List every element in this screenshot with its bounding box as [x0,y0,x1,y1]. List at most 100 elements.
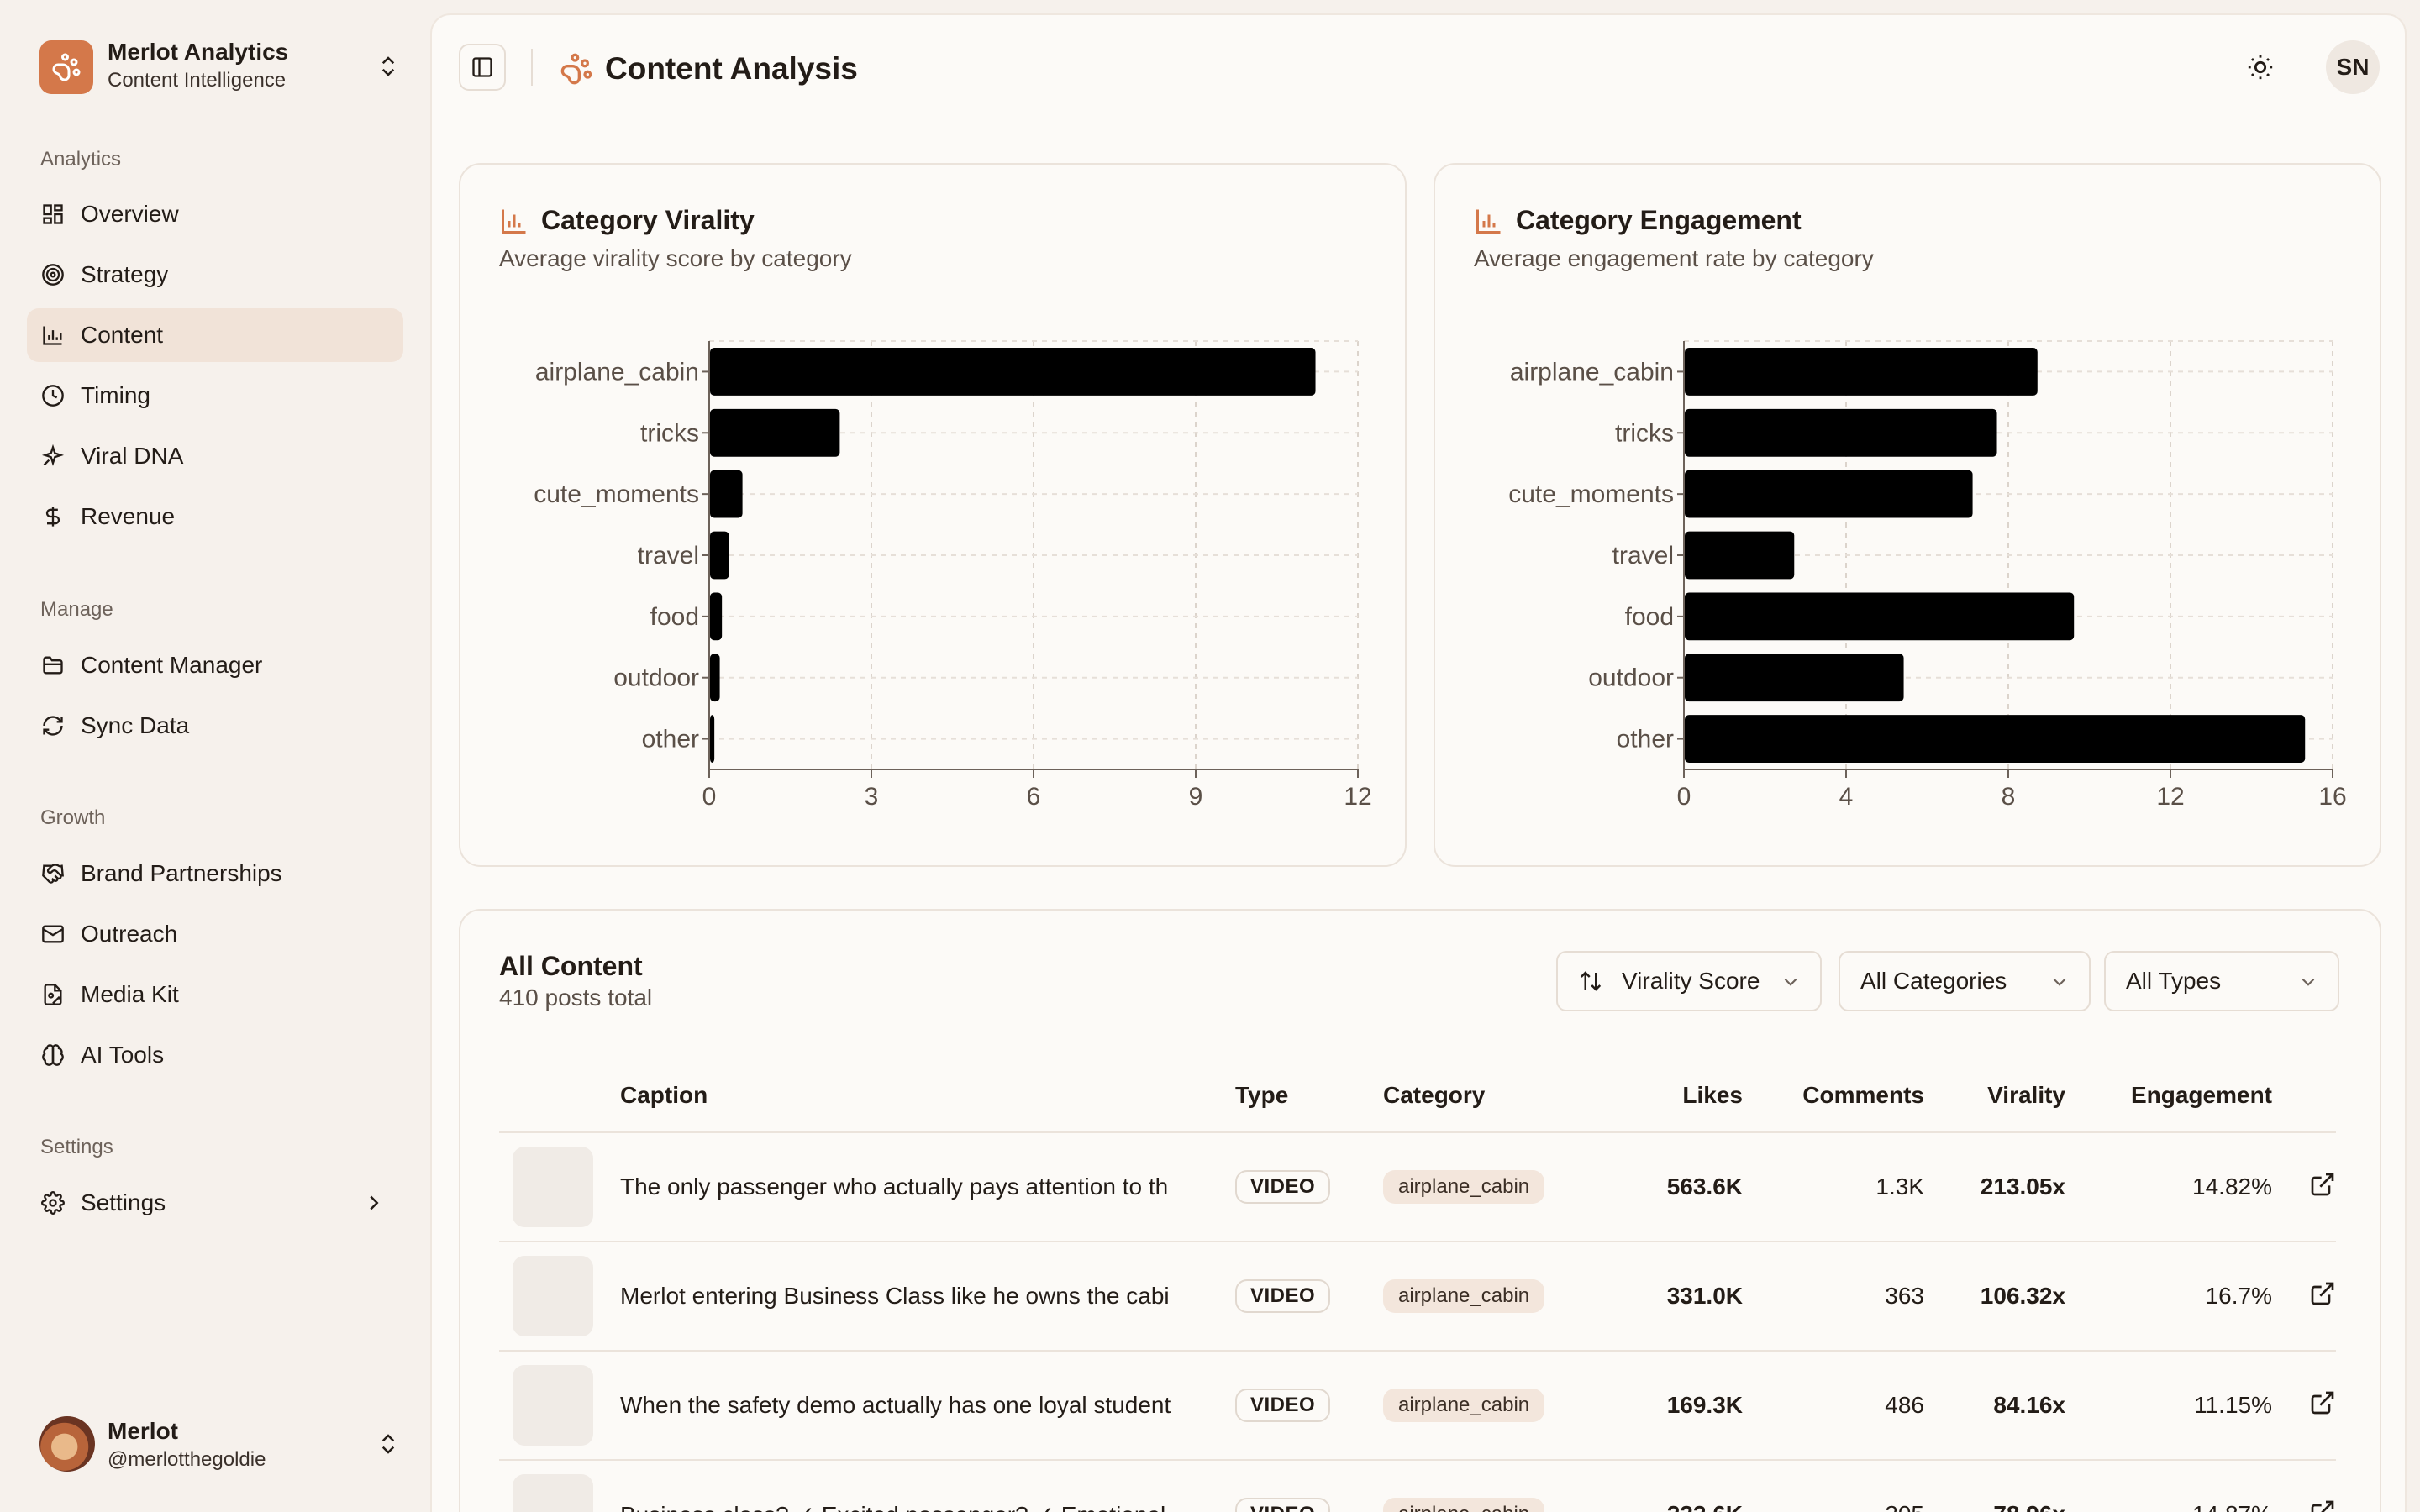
x-tick-label: 6 [1027,783,1041,811]
user-avatar-button[interactable]: SN [2326,40,2380,94]
virality-cell: 84.16x [1924,1351,2065,1461]
table-row[interactable]: When the safety demo actually has one lo… [499,1351,2336,1461]
post-thumbnail[interactable] [513,1365,593,1446]
column-header-comments[interactable]: Comments [1743,1058,1924,1133]
x-tick-label: 4 [1839,783,1854,811]
likes-cell: 169.3K [1585,1351,1743,1461]
brand-logo-icon [39,40,93,94]
external-link-icon[interactable] [2309,1280,2336,1307]
sidebar-item-label: Viral DNA [81,443,184,469]
actions-header [2272,1058,2336,1133]
sidebar-item-content-manager[interactable]: Content Manager [27,638,403,692]
external-link-icon[interactable] [2309,1171,2336,1198]
x-tick-label: 3 [865,783,879,811]
content-table: Caption Type Category Likes Comments Vir… [499,1058,2336,1512]
column-header-virality[interactable]: Virality [1924,1058,2065,1133]
sidebar-item-ai-tools[interactable]: AI Tools [27,1028,403,1082]
category-badge: airplane_cabin [1383,1498,1545,1512]
category-cell: airplane_cabin [1383,1242,1585,1352]
caption-cell: Business class? ✓ Excited passenger? ✓ E… [620,1460,1235,1512]
actions-cell [2272,1132,2336,1242]
sort-select[interactable]: Virality Score [1556,951,1822,1011]
bar [1685,715,2306,763]
y-tick-label: cute_moments [1508,480,1674,508]
caption-cell: Merlot entering Business Class like he o… [620,1242,1235,1352]
type-cell: VIDEO [1235,1351,1383,1461]
card-header: Category Virality [499,205,755,236]
refresh-icon [40,713,66,738]
sidebar-item-label: Overview [81,201,179,227]
card-title: Category Virality [541,205,755,235]
likes-cell: 563.6K [1585,1132,1743,1242]
card-title: All Content [499,951,643,981]
sidebar-item-content[interactable]: Content [27,308,403,362]
type-badge: VIDEO [1235,1170,1331,1204]
user-switcher[interactable]: Merlot @merlotthegoldie [39,1416,401,1473]
bar [710,531,729,580]
post-caption[interactable]: Merlot entering Business Class like he o… [620,1283,1170,1309]
category-select[interactable]: All Categories [1839,951,2091,1011]
grid-icon [40,202,66,227]
sidebar-item-settings[interactable]: Settings [27,1176,403,1230]
sidebar-item-label: Revenue [81,503,176,529]
column-header-caption[interactable]: Caption [620,1058,1235,1133]
handshake-icon [40,861,66,886]
sun-icon [2248,55,2273,80]
post-thumbnail[interactable] [513,1147,593,1227]
x-tick-label: 8 [2002,783,2016,811]
type-select-value: All Types [2126,968,2222,994]
column-header-likes[interactable]: Likes [1585,1058,1743,1133]
chevron-down-icon [2053,978,2066,986]
target-icon [40,262,66,287]
user-name: Merlot [108,1418,178,1444]
sidebar-item-strategy[interactable]: Strategy [27,248,403,302]
x-tick-label: 12 [2156,783,2184,811]
theme-toggle-button[interactable] [2244,50,2277,84]
sidebar-toggle-button[interactable] [459,44,506,91]
table-row[interactable]: The only passenger who actually pays att… [499,1132,2336,1242]
post-thumbnail[interactable] [513,1256,593,1336]
sidebar-item-label: Brand Partnerships [81,860,282,886]
post-thumbnail[interactable] [513,1474,593,1512]
sidebar-item-revenue[interactable]: Revenue [27,490,403,543]
bar [710,654,720,702]
post-caption[interactable]: Business class? ✓ Excited passenger? ✓ E… [620,1501,1208,1512]
bar [1685,531,1795,580]
file-icon [40,982,66,1007]
brand-switcher[interactable]: Merlot Analytics Content Intelligence [39,39,401,94]
sidebar-item-label: Content Manager [81,652,263,678]
nav-group-label-growth: Growth [40,806,106,829]
sidebar-item-overview[interactable]: Overview [27,187,403,241]
column-header-type[interactable]: Type [1235,1058,1383,1133]
external-link-icon[interactable] [2309,1499,2336,1512]
sidebar-item-sync-data[interactable]: Sync Data [27,699,403,753]
engagement-cell: 14.87% [2065,1460,2272,1512]
bar-chart-icon [1476,209,1501,234]
user-handle: @merlotthegoldie [108,1448,266,1471]
column-header-category[interactable]: Category [1383,1058,1585,1133]
type-select[interactable]: All Types [2104,951,2339,1011]
column-header-engagement[interactable]: Engagement [2065,1058,2272,1133]
nav-group-label-settings: Settings [40,1136,113,1158]
y-tick-label: tricks [1615,419,1674,447]
sidebar-item-timing[interactable]: Timing [27,369,403,423]
table-row[interactable]: Merlot entering Business Class like he o… [499,1242,2336,1352]
sidebar-item-label: Sync Data [81,712,190,738]
sidebar-item-viral-dna[interactable]: Viral DNA [27,429,403,483]
post-caption[interactable]: When the safety demo actually has one lo… [620,1392,1171,1418]
sidebar-item-label: Strategy [81,261,169,287]
sidebar-item-outreach[interactable]: Outreach [27,907,403,961]
sidebar-item-brand-partnerships[interactable]: Brand Partnerships [27,847,403,900]
post-caption[interactable]: The only passenger who actually pays att… [620,1173,1169,1200]
comments-cell: 1.3K [1743,1132,1924,1242]
table-row[interactable]: Business class? ✓ Excited passenger? ✓ E… [499,1460,2336,1512]
comments-cell: 363 [1743,1242,1924,1352]
sidebar-item-media-kit[interactable]: Media Kit [27,968,403,1021]
external-link-icon[interactable] [2309,1389,2336,1416]
bar [710,592,723,641]
brand-subtitle: Content Intelligence [108,69,287,92]
bar [1685,408,1997,457]
brand-name: Merlot Analytics [108,39,289,65]
divider [531,49,533,86]
sort-select-value: Virality Score [1622,968,1760,994]
